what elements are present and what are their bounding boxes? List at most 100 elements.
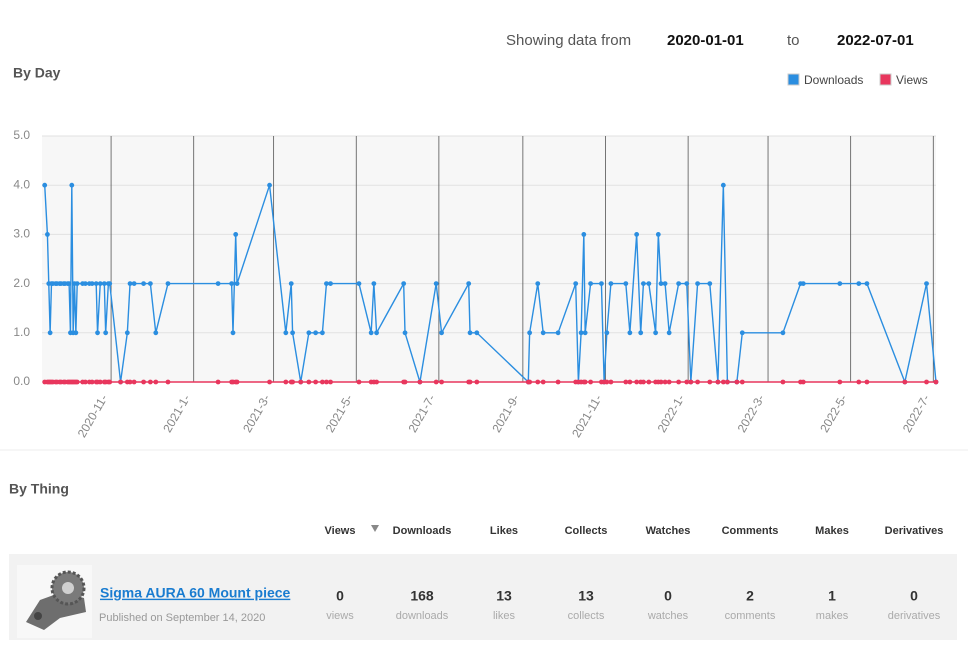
data-point — [467, 330, 473, 336]
data-point — [666, 330, 672, 336]
data-point — [288, 281, 294, 286]
table-row — [9, 554, 957, 640]
data-point — [902, 379, 908, 385]
y-tick-label: 4.0 — [13, 177, 30, 191]
data-point — [439, 379, 444, 385]
x-tick-label: 2022-5- — [817, 392, 850, 435]
data-point — [433, 379, 439, 385]
column-header[interactable]: Collects — [565, 525, 608, 537]
data-point — [655, 232, 661, 237]
data-point — [101, 281, 107, 286]
data-point — [234, 379, 240, 385]
data-point — [233, 232, 239, 237]
column-header[interactable]: Comments — [722, 525, 779, 537]
legend-label: Views — [896, 73, 928, 87]
data-point — [662, 281, 668, 286]
data-point — [924, 281, 929, 286]
column-header[interactable]: Makes — [815, 525, 849, 537]
data-point — [676, 281, 682, 286]
data-point — [474, 379, 480, 385]
data-point — [634, 232, 640, 237]
column-header[interactable]: Watches — [646, 525, 691, 537]
section-title: By Thing — [9, 481, 69, 497]
data-point — [153, 379, 159, 385]
sort-icon[interactable] — [371, 525, 379, 532]
thing-link[interactable]: Sigma AURA 60 Mount piece — [100, 585, 291, 601]
data-point — [623, 379, 629, 385]
data-point — [800, 379, 806, 385]
data-point — [290, 330, 295, 336]
start-date[interactable]: 2020-01-01 — [667, 32, 744, 49]
data-point — [417, 379, 423, 385]
stat-unit: watches — [647, 610, 689, 622]
stat-unit: comments — [725, 610, 776, 622]
data-point — [283, 330, 289, 336]
data-point — [800, 281, 806, 286]
column-header[interactable]: Likes — [490, 525, 518, 537]
data-point — [627, 330, 633, 336]
data-point — [578, 330, 584, 336]
stat-unit: downloads — [396, 610, 449, 622]
stat-unit: collects — [568, 610, 605, 622]
column-header[interactable]: Downloads — [393, 525, 452, 537]
data-point — [604, 330, 610, 336]
data-point — [695, 379, 700, 385]
data-point — [153, 330, 159, 336]
data-point — [588, 379, 593, 385]
x-tick-label: 2022-3- — [735, 392, 768, 435]
data-point — [356, 281, 362, 286]
data-point — [82, 379, 88, 385]
data-point — [581, 232, 587, 237]
legend-swatch — [787, 73, 800, 86]
x-tick-label: 2021-1- — [160, 392, 193, 435]
data-point — [319, 379, 325, 385]
data-point — [368, 330, 374, 336]
data-point — [402, 379, 408, 385]
data-point — [356, 379, 362, 385]
data-point — [319, 330, 325, 336]
thumbnail[interactable] — [17, 565, 92, 638]
data-point — [466, 281, 472, 286]
data-point — [676, 379, 682, 385]
stat-value: 0 — [910, 588, 918, 604]
data-point — [599, 281, 604, 286]
data-point — [646, 281, 652, 286]
column-header[interactable]: Derivatives — [885, 525, 944, 537]
stat-value: 1 — [828, 588, 836, 604]
data-point — [131, 379, 137, 385]
data-point — [739, 379, 745, 385]
data-point — [623, 281, 629, 286]
data-point — [165, 379, 171, 385]
data-point — [573, 281, 579, 286]
data-point — [89, 379, 95, 385]
data-point — [306, 379, 312, 385]
data-point — [89, 281, 95, 286]
data-point — [837, 281, 843, 286]
stat-unit: likes — [493, 610, 516, 622]
data-point — [864, 281, 870, 286]
data-point — [662, 379, 668, 385]
data-point — [864, 379, 870, 385]
data-point — [313, 379, 319, 385]
data-point — [82, 281, 88, 286]
data-point — [131, 281, 137, 286]
end-date[interactable]: 2022-07-01 — [837, 32, 914, 49]
column-header[interactable]: Views — [325, 525, 356, 537]
stat-unit: makes — [816, 610, 849, 622]
data-point — [267, 182, 272, 188]
data-point — [215, 281, 221, 286]
data-point — [215, 379, 221, 385]
data-point — [324, 379, 329, 385]
data-point — [147, 379, 153, 385]
data-point — [141, 281, 146, 286]
data-point — [374, 330, 379, 336]
data-point — [540, 330, 546, 336]
data-point — [924, 379, 929, 385]
data-point — [555, 379, 561, 385]
data-point — [780, 379, 786, 385]
data-point — [646, 379, 652, 385]
data-point — [374, 379, 379, 385]
data-point — [582, 330, 588, 336]
data-point — [638, 330, 644, 336]
